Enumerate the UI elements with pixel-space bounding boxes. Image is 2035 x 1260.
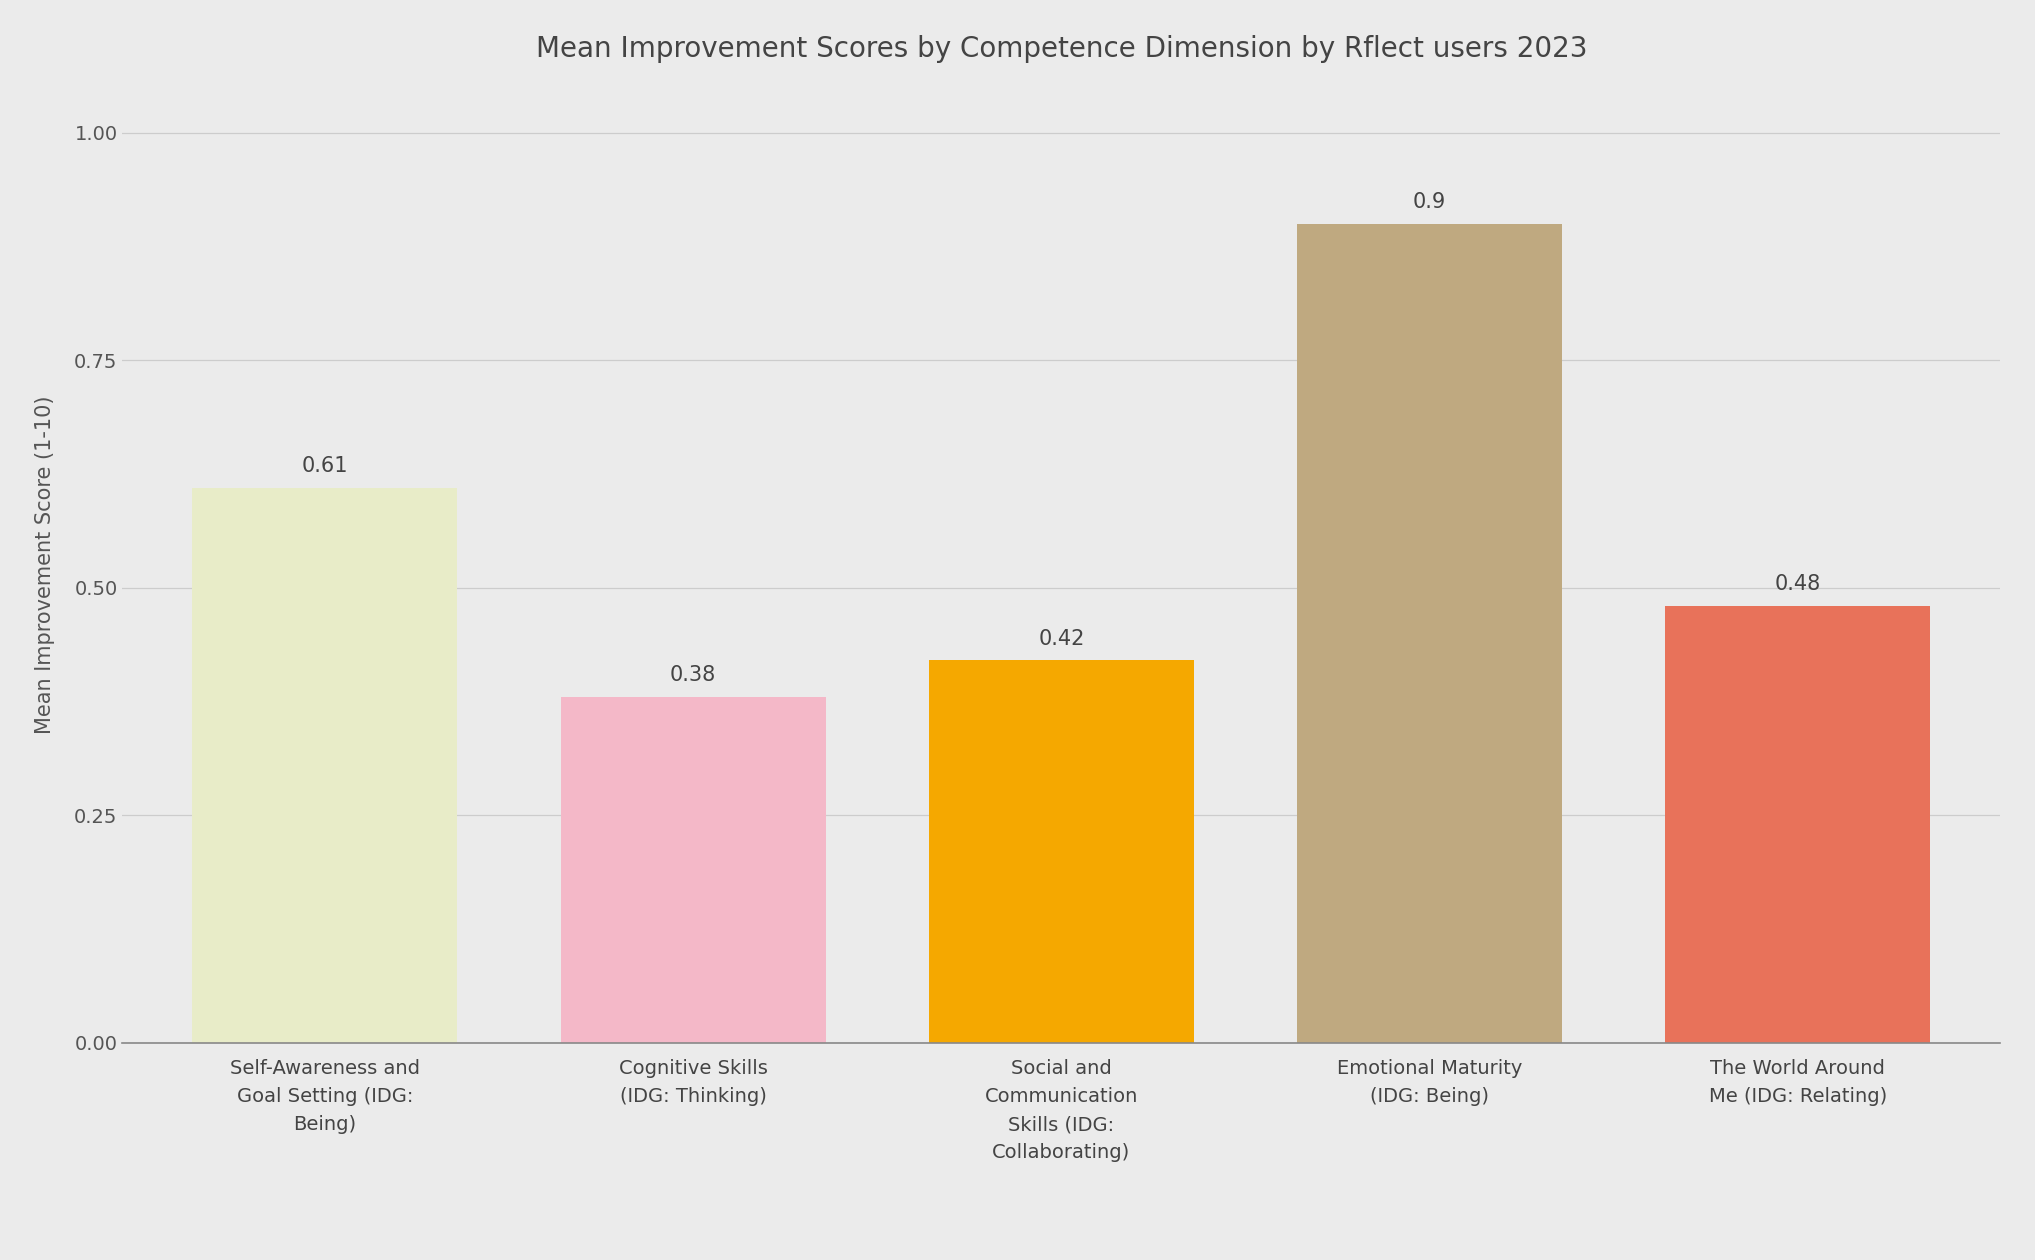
Text: 0.9: 0.9 bbox=[1412, 192, 1447, 212]
Text: 0.42: 0.42 bbox=[1038, 629, 1085, 649]
Bar bbox=[560, 697, 826, 1042]
Y-axis label: Mean Improvement Score (1-10): Mean Improvement Score (1-10) bbox=[35, 396, 55, 735]
Bar bbox=[1665, 606, 1931, 1042]
Text: 0.48: 0.48 bbox=[1775, 575, 1821, 593]
Text: 0.61: 0.61 bbox=[301, 456, 348, 476]
Bar bbox=[193, 488, 458, 1042]
Bar bbox=[1296, 224, 1563, 1042]
Bar bbox=[928, 660, 1195, 1042]
Title: Mean Improvement Scores by Competence Dimension by Rflect users 2023: Mean Improvement Scores by Competence Di… bbox=[535, 35, 1587, 63]
Text: 0.38: 0.38 bbox=[670, 665, 716, 685]
